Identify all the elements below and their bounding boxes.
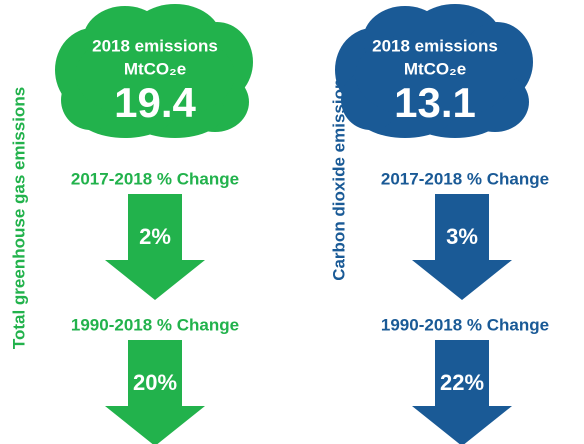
change-value: 2% xyxy=(139,224,171,249)
cloud-value: 13.1 xyxy=(394,79,476,126)
cloud xyxy=(55,4,253,138)
change-value: 22% xyxy=(440,370,484,395)
cloud-lobe xyxy=(355,30,515,120)
cloud-value: 19.4 xyxy=(114,79,196,126)
arrow xyxy=(105,340,205,444)
cloud-title: 2018 emissions xyxy=(372,36,498,55)
arrow xyxy=(412,340,512,444)
change-label: 2017-2018 % Change xyxy=(381,169,549,188)
change-value: 20% xyxy=(133,370,177,395)
arrow xyxy=(105,194,205,300)
cloud xyxy=(335,4,533,138)
cloud-title: 2018 emissions xyxy=(92,36,218,55)
cloud-unit: MtCO₂e xyxy=(404,59,466,78)
cloud-lobe xyxy=(75,30,235,120)
cloud-unit: MtCO₂e xyxy=(124,59,186,78)
change-label: 2017-2018 % Change xyxy=(71,169,239,188)
change-label: 1990-2018 % Change xyxy=(71,315,239,334)
change-value: 3% xyxy=(446,224,478,249)
change-label: 1990-2018 % Change xyxy=(381,315,549,334)
side-label: Carbon dioxide emissions xyxy=(329,69,348,281)
side-label: Total greenhouse gas emissions xyxy=(9,87,28,349)
arrow xyxy=(412,194,512,300)
